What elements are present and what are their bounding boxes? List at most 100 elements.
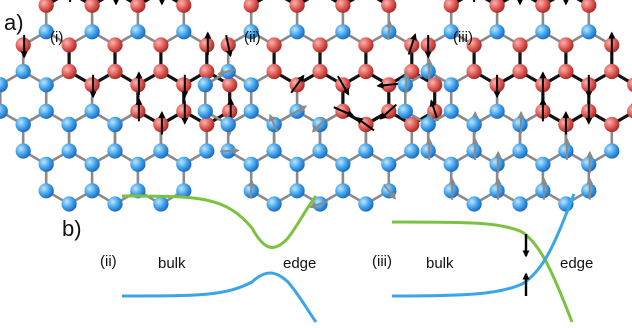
site-red — [512, 37, 528, 53]
band-curve-green — [391, 220, 574, 323]
site-blue — [107, 196, 123, 212]
site-red — [512, 63, 528, 80]
site-blue — [535, 156, 551, 172]
site-red — [84, 0, 100, 13]
site-blue — [335, 183, 351, 199]
site-red — [358, 63, 374, 80]
spin-arrow-grey — [289, 105, 307, 117]
site-blue — [153, 196, 169, 212]
site-blue — [289, 156, 305, 172]
subpanel-tag-iii: (iii) — [453, 29, 473, 46]
spin-arrow-black — [225, 34, 233, 58]
site-blue — [512, 143, 528, 159]
lattice-iii — [397, 0, 632, 212]
site-blue — [0, 77, 8, 93]
site-blue — [153, 143, 169, 159]
site-red — [312, 37, 328, 53]
site-red — [176, 77, 192, 93]
bulk-label-ii: bulk — [158, 255, 186, 272]
site-red — [266, 63, 282, 80]
site-blue — [84, 156, 100, 172]
site-blue — [443, 103, 459, 119]
site-blue — [289, 183, 305, 199]
site-blue — [84, 183, 100, 199]
site-blue — [489, 103, 505, 119]
site-red — [535, 0, 551, 13]
site-red — [358, 37, 374, 53]
site-blue — [61, 143, 77, 159]
site-blue — [15, 63, 31, 80]
site-blue — [466, 116, 482, 133]
site-red — [466, 63, 482, 80]
site-red — [222, 77, 238, 93]
site-red — [153, 37, 169, 53]
site-blue — [38, 183, 54, 199]
site-blue — [176, 156, 192, 172]
site-red — [38, 0, 54, 13]
spin-arrow-black — [290, 74, 305, 94]
site-blue — [312, 143, 328, 159]
site-red — [335, 0, 351, 13]
spin-arrow-black — [429, 99, 439, 122]
site-red — [381, 0, 397, 13]
spin-arrow-grey — [385, 20, 393, 40]
site-red — [107, 37, 123, 53]
site-red — [466, 37, 482, 53]
lattice-i — [0, 0, 238, 212]
site-blue — [443, 24, 459, 40]
site-blue — [197, 77, 213, 93]
subpanel-tag-i: (i) — [50, 29, 63, 46]
site-blue — [335, 156, 351, 172]
spin-arrow-black — [355, 117, 375, 132]
site-blue — [243, 156, 259, 172]
site-blue — [61, 196, 77, 212]
site-blue — [404, 143, 420, 159]
site-blue — [266, 196, 282, 212]
site-blue — [38, 156, 54, 172]
site-blue — [199, 143, 215, 159]
site-blue — [243, 77, 259, 93]
band-curve-blue-lower — [121, 271, 318, 323]
site-blue — [443, 156, 459, 172]
site-red — [427, 77, 443, 93]
site-blue — [38, 24, 54, 40]
site-blue — [0, 103, 8, 119]
site-red — [176, 0, 192, 13]
site-red — [443, 0, 459, 13]
spin-arrow-black — [376, 81, 399, 89]
site-blue — [604, 143, 620, 159]
band-plot-iii: (iii) bulk edge — [372, 193, 593, 323]
band-curve-green-upper — [121, 194, 318, 249]
site-blue — [176, 183, 192, 199]
band-curve-blue — [391, 193, 576, 298]
site-blue — [84, 103, 100, 119]
subpanel-tag-ii: (ii) — [244, 29, 261, 46]
spin-arrow-grey — [311, 118, 327, 133]
plot-tag-iii: (iii) — [372, 253, 392, 270]
spin-arrow-grey — [247, 179, 255, 199]
site-red — [199, 63, 215, 80]
site-blue — [84, 24, 100, 40]
site-blue — [38, 103, 54, 119]
spin-arrow-black — [407, 33, 417, 55]
site-red — [312, 63, 328, 80]
site-blue — [61, 116, 77, 133]
site-blue — [443, 77, 459, 93]
site-blue — [243, 24, 259, 40]
site-blue — [243, 103, 259, 119]
spin-arrow-grey — [217, 68, 237, 77]
plot-tag-ii: (ii) — [100, 253, 117, 270]
site-red — [107, 63, 123, 80]
site-red — [130, 0, 146, 13]
site-blue — [489, 24, 505, 40]
site-blue — [176, 24, 192, 40]
site-red — [222, 103, 238, 119]
site-blue — [15, 116, 31, 133]
site-red — [266, 37, 282, 53]
site-red — [489, 0, 505, 13]
site-red — [176, 103, 192, 119]
site-red — [153, 63, 169, 80]
site-blue — [38, 77, 54, 93]
site-blue — [358, 196, 374, 212]
site-red — [558, 37, 574, 53]
